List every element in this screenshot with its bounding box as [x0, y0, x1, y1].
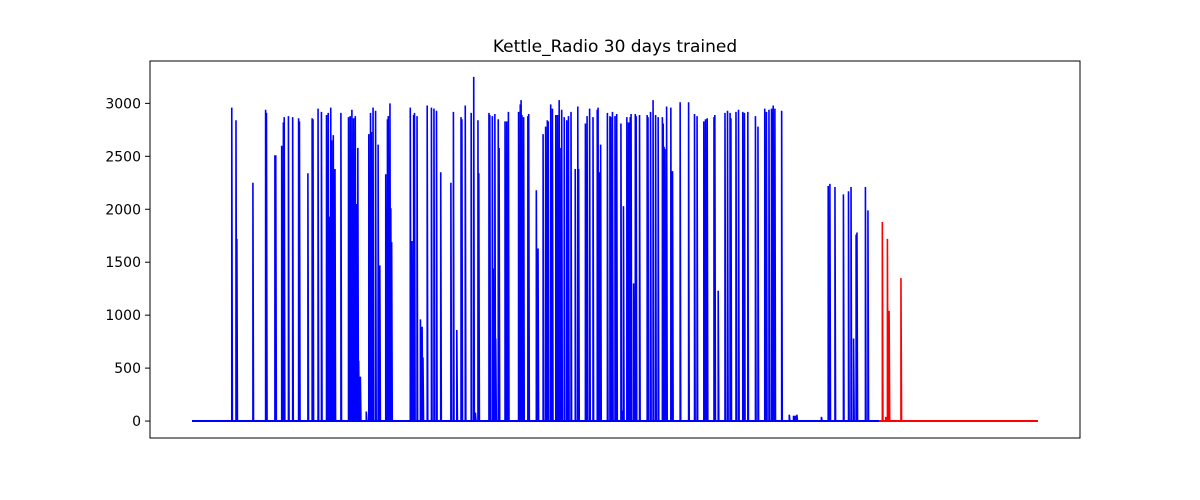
- y-tick-label: 1000: [105, 308, 141, 324]
- y-tick-label: 2000: [105, 202, 141, 218]
- series-0-line: [230, 76, 870, 422]
- y-tick-label: 2500: [105, 149, 141, 165]
- chart-title: Kettle_Radio 30 days trained: [493, 37, 737, 57]
- plot-area: [192, 76, 1038, 423]
- plot-frame: [149, 60, 1081, 439]
- y-tick-label: 1500: [105, 255, 141, 271]
- y-axis: 0 500 1000 1500 2000 2500 3000: [105, 96, 150, 430]
- y-tick-label: 500: [114, 361, 141, 377]
- y-tick-label: 0: [132, 414, 141, 430]
- y-tick-label: 3000: [105, 96, 141, 112]
- series-1-line: [881, 221, 903, 422]
